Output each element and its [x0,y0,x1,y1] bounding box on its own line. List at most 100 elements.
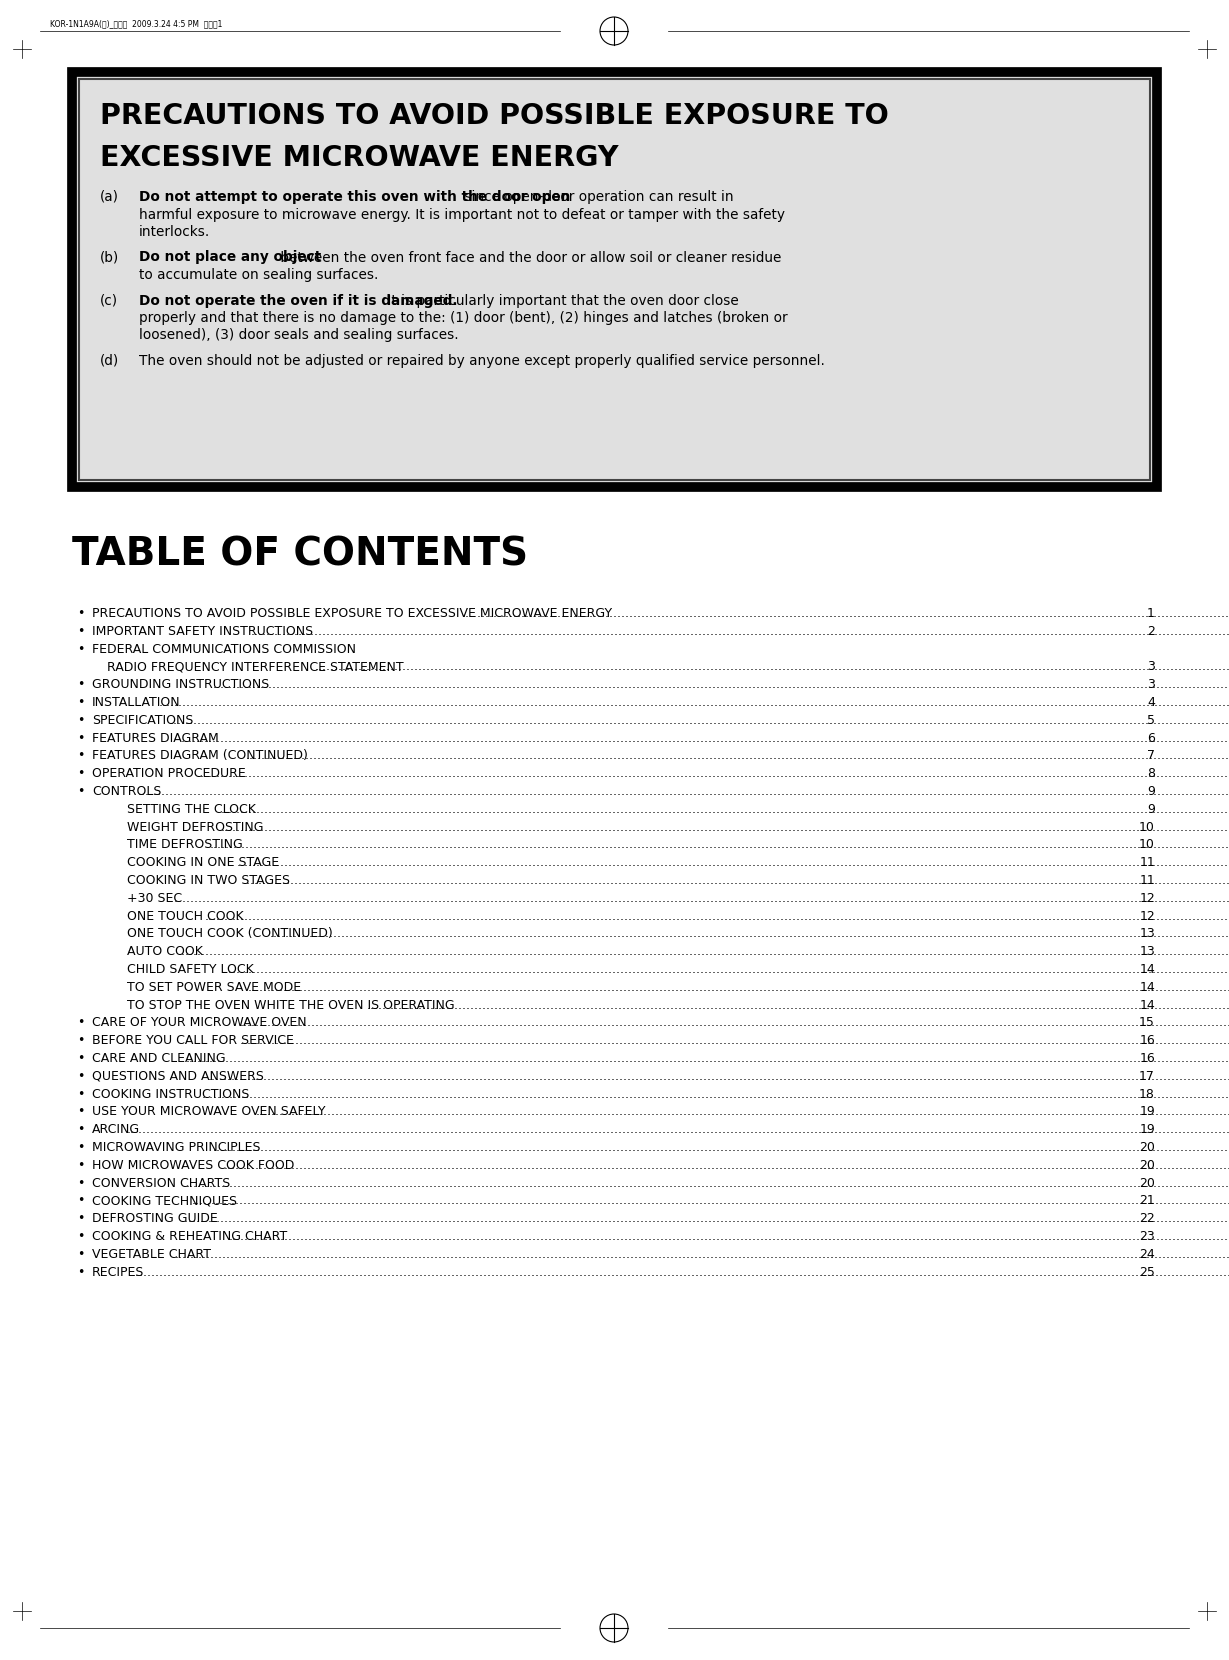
Text: •: • [77,624,85,637]
Text: VEGETABLE CHART: VEGETABLE CHART [92,1248,211,1262]
Text: 20: 20 [1139,1159,1155,1172]
Text: SPECIFICATIONS: SPECIFICATIONS [92,714,193,727]
Text: ................................................................................: ........................................… [167,891,1229,905]
Text: •: • [77,1069,85,1082]
Text: 6: 6 [1147,732,1155,745]
Text: GROUNDING INSTRUCTIONS: GROUNDING INSTRUCTIONS [92,679,269,691]
Text: Do not place any object: Do not place any object [139,251,321,264]
Text: CHILD SAFETY LOCK: CHILD SAFETY LOCK [127,963,253,976]
Text: •: • [77,1124,85,1135]
Text: to accumulate on sealing surfaces.: to accumulate on sealing surfaces. [139,267,379,282]
Text: •: • [77,1034,85,1047]
Text: 20: 20 [1139,1177,1155,1190]
Text: OPERATION PROCEDURE: OPERATION PROCEDURE [92,767,246,780]
Text: ................................................................................: ........................................… [202,1087,1229,1101]
Text: ................................................................................: ........................................… [240,1034,1229,1047]
Text: ................................................................................: ........................................… [366,999,1229,1011]
Text: •: • [77,1159,85,1172]
Text: ................................................................................: ........................................… [237,857,1229,870]
Text: ................................................................................: ........................................… [132,1265,1229,1278]
Text: 17: 17 [1139,1069,1155,1082]
Text: ................................................................................: ........................................… [251,624,1229,637]
Text: •: • [77,1230,85,1243]
Text: 7: 7 [1147,749,1155,762]
Text: KOR-1N1A9A(영)_미주형  2009.3.24 4:5 PM  페이지1: KOR-1N1A9A(영)_미주형 2009.3.24 4:5 PM 페이지1 [50,18,222,28]
Text: 14: 14 [1139,999,1155,1011]
Text: ................................................................................: ........................................… [159,696,1229,709]
Text: ................................................................................: ........................................… [246,749,1229,762]
Text: 15: 15 [1139,1016,1155,1029]
Text: ................................................................................: ........................................… [240,1016,1229,1029]
Text: RECIPES: RECIPES [92,1265,144,1278]
Text: •: • [77,1248,85,1262]
Text: ................................................................................: ........................................… [170,714,1229,727]
Text: 19: 19 [1139,1106,1155,1119]
Text: TO STOP THE OVEN WHITE THE OVEN IS OPERATING: TO STOP THE OVEN WHITE THE OVEN IS OPERA… [127,999,455,1011]
Text: •: • [77,696,85,709]
Text: FEATURES DIAGRAM (CONTINUED): FEATURES DIAGRAM (CONTINUED) [92,749,308,762]
Text: ................................................................................: ........................................… [178,945,1229,958]
Text: USE YOUR MICROWAVE OVEN SAFELY: USE YOUR MICROWAVE OVEN SAFELY [92,1106,326,1119]
Text: ONE TOUCH COOK (CONTINUED): ONE TOUCH COOK (CONTINUED) [127,928,333,941]
Text: 3: 3 [1147,661,1155,674]
Text: FEDERAL COMMUNICATIONS COMMISSION: FEDERAL COMMUNICATIONS COMMISSION [92,642,356,656]
Text: ................................................................................: ........................................… [461,608,1229,619]
Text: (a): (a) [100,189,119,204]
Text: 23: 23 [1139,1230,1155,1243]
Text: (d): (d) [100,354,119,369]
Text: ARCING: ARCING [92,1124,140,1135]
Text: ................................................................................: ........................................… [256,1106,1229,1119]
Text: INSTALLATION: INSTALLATION [92,696,181,709]
Text: •: • [77,1177,85,1190]
Text: 21: 21 [1139,1195,1155,1207]
Text: since open-door operation can result in: since open-door operation can result in [461,189,734,204]
Text: 2: 2 [1147,624,1155,637]
Text: •: • [77,1265,85,1278]
Text: ................................................................................: ........................................… [221,963,1229,976]
Text: TIME DEFROSTING: TIME DEFROSTING [127,838,243,852]
Text: 13: 13 [1139,928,1155,941]
Text: EXCESSIVE MICROWAVE ENERGY: EXCESSIVE MICROWAVE ENERGY [100,144,618,173]
Text: HOW MICROWAVES COOK FOOD: HOW MICROWAVES COOK FOOD [92,1159,295,1172]
Text: CONTROLS: CONTROLS [92,785,161,798]
Text: 9: 9 [1147,785,1155,798]
Text: TO SET POWER SAVE MODE: TO SET POWER SAVE MODE [127,981,301,994]
Text: •: • [77,767,85,780]
Text: 3: 3 [1147,679,1155,691]
Text: ONE TOUCH COOK: ONE TOUCH COOK [127,910,243,923]
Text: 13: 13 [1139,945,1155,958]
Text: 12: 12 [1139,910,1155,923]
Text: 25: 25 [1139,1265,1155,1278]
Text: ................................................................................: ........................................… [181,1212,1229,1225]
Text: 1: 1 [1147,608,1155,619]
Text: IMPORTANT SAFETY INSTRUCTIONS: IMPORTANT SAFETY INSTRUCTIONS [92,624,313,637]
Text: PRECAUTIONS TO AVOID POSSIBLE EXPOSURE TO EXCESSIVE MICROWAVE ENERGY: PRECAUTIONS TO AVOID POSSIBLE EXPOSURE T… [92,608,612,619]
Text: ................................................................................: ........................................… [315,661,1229,674]
Text: ................................................................................: ........................................… [229,1230,1229,1243]
Text: The oven should not be adjusted or repaired by anyone except properly qualified : The oven should not be adjusted or repai… [139,354,825,369]
Text: harmful exposure to microwave energy. It is important not to defeat or tamper wi: harmful exposure to microwave energy. It… [139,208,785,221]
Text: 4: 4 [1147,696,1155,709]
Text: ................................................................................: ........................................… [192,1195,1229,1207]
Text: •: • [77,1016,85,1029]
Text: RADIO FREQUENCY INTERFERENCE STATEMENT: RADIO FREQUENCY INTERFERENCE STATEMENT [107,661,403,674]
Text: COOKING INSTRUCTIONS: COOKING INSTRUCTIONS [92,1087,249,1101]
Text: •: • [77,1140,85,1154]
Text: COOKING IN TWO STAGES: COOKING IN TWO STAGES [127,875,290,886]
Text: 14: 14 [1139,963,1155,976]
Text: MICROWAVING PRINCIPLES: MICROWAVING PRINCIPLES [92,1140,261,1154]
Text: ................................................................................: ........................................… [197,767,1229,780]
Text: SETTING THE CLOCK: SETTING THE CLOCK [127,803,256,815]
Text: 10: 10 [1139,838,1155,852]
Text: ................................................................................: ........................................… [138,785,1229,798]
Text: ................................................................................: ........................................… [175,1248,1229,1262]
Text: FEATURES DIAGRAM: FEATURES DIAGRAM [92,732,219,745]
Text: COOKING & REHEATING CHART: COOKING & REHEATING CHART [92,1230,288,1243]
Text: 9: 9 [1147,803,1155,815]
Text: 22: 22 [1139,1212,1155,1225]
Text: between the oven front face and the door or allow soil or cleaner residue: between the oven front face and the door… [275,251,782,264]
Text: Do not attempt to operate this oven with the door open: Do not attempt to operate this oven with… [139,189,570,204]
Text: ................................................................................: ........................................… [181,732,1229,745]
Text: ................................................................................: ........................................… [213,1140,1229,1154]
Text: ................................................................................: ........................................… [248,981,1229,994]
